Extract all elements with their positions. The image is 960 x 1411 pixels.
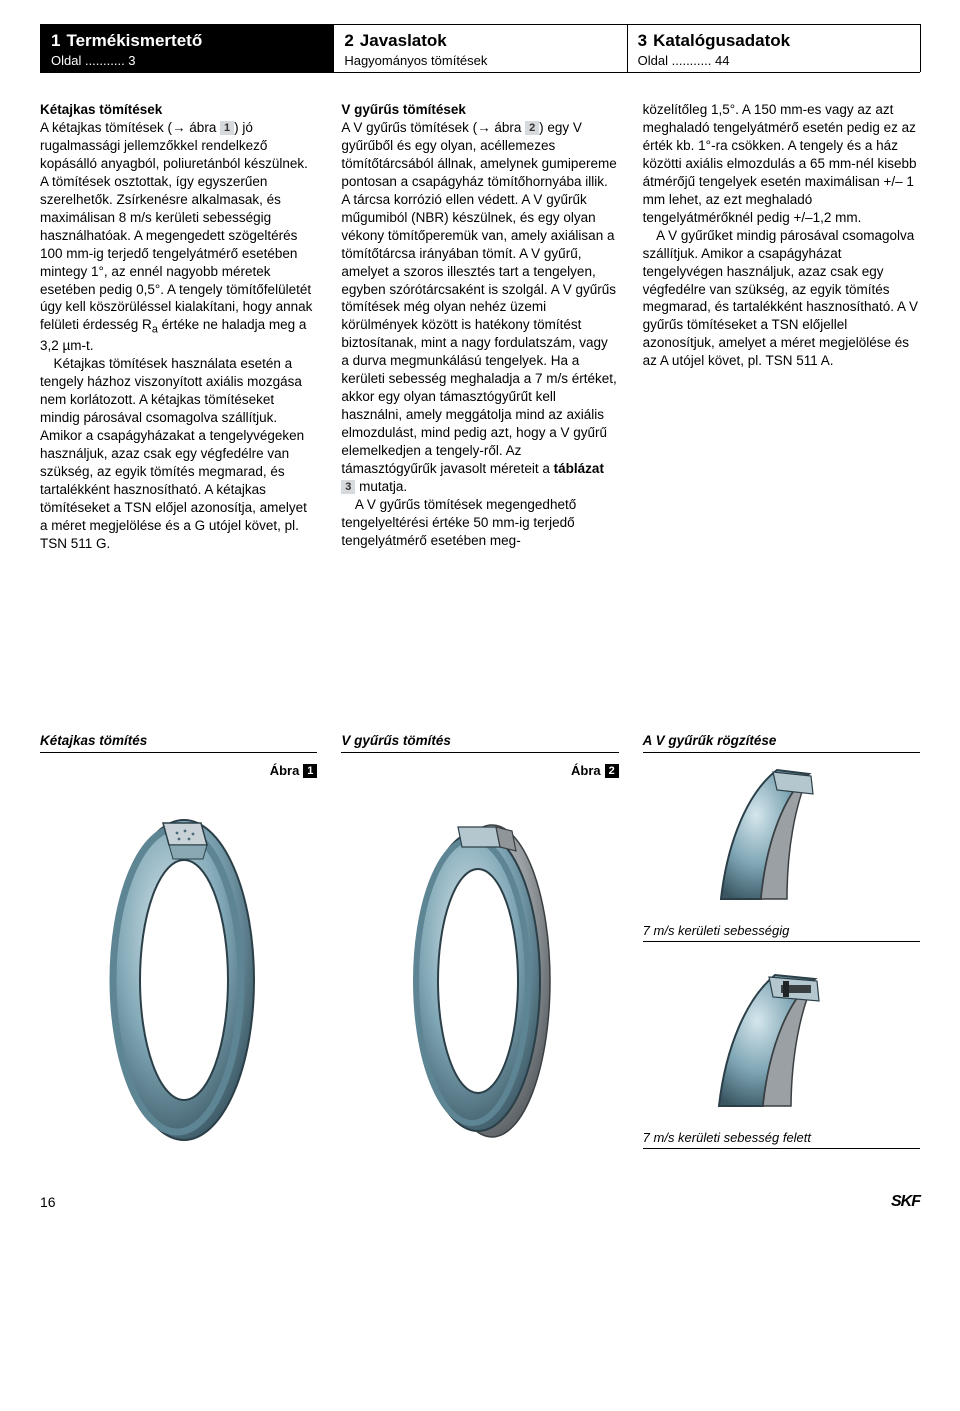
col1-p1b: ) jó rugalmassági jellemzőkkel rendelkez… <box>40 120 312 332</box>
column-2: V gyűrűs tömítések A V gyűrűs tömítések … <box>341 101 618 553</box>
tab-2: 2 Javaslatok Hagyományos tömítések <box>333 24 627 72</box>
col1-p1a: A kétajkas tömítések (→ ábra <box>40 120 220 135</box>
col2-p2: A V gyűrűs tömítések megengedhető tengel… <box>341 496 618 550</box>
col3-p2: A V gyűrűket mindig párosával csomagolva… <box>643 227 920 371</box>
figure-2: V gyűrűs tömítés Ábra 2 <box>341 733 618 1165</box>
col2-p1b: ) egy V gyűrűből és egy olyan, acéllemez… <box>341 120 616 476</box>
col1-p2: Kétajkas tömítések használata esetén a t… <box>40 355 317 552</box>
figure-1-image <box>40 785 317 1165</box>
col1-heading: Kétajkas tömítések <box>40 102 162 117</box>
tab-3-sub: Oldal ........... 44 <box>638 53 790 68</box>
tablazat-word: táblázat <box>554 461 604 476</box>
figure-2-title: V gyűrűs tömítés <box>341 733 618 753</box>
col2-p1a: A V gyűrűs tömítések (→ ábra <box>341 120 525 135</box>
ref-box-3: 3 <box>341 480 355 494</box>
vring-fix-2-icon <box>691 971 871 1111</box>
body-columns: Kétajkas tömítések A kétajkas tömítések … <box>40 101 920 553</box>
column-3: közelítőleg 1,5°. A 150 mm-es vagy az az… <box>643 101 920 553</box>
figure-2-num: 2 <box>605 764 619 778</box>
tab-2-title: Javaslatok <box>360 31 447 51</box>
skf-logo: SKF <box>891 1193 920 1211</box>
figure-3-image-2 <box>643 966 920 1116</box>
figure-1-num: 1 <box>303 764 317 778</box>
tab-1-num: 1 <box>51 31 60 51</box>
col3-p1: közelítőleg 1,5°. A 150 mm-es vagy az az… <box>643 102 917 225</box>
figures-row: Kétajkas tömítés Ábra1 <box>40 733 920 1165</box>
caption-1: 7 m/s kerületi sebességig <box>643 923 920 942</box>
tab-3-num: 3 <box>638 31 647 51</box>
abra-label-2: Ábra <box>571 763 601 778</box>
col2-p1c: mutatja. <box>355 479 407 494</box>
tab-3: 3 Katalógusadatok Oldal ........... 44 <box>627 24 921 72</box>
figure-3-title: A V gyűrűk rögzítése <box>643 733 920 753</box>
figure-1: Kétajkas tömítés Ábra1 <box>40 733 317 1165</box>
seal-ring-1-icon <box>99 805 259 1145</box>
seal-ring-2-icon <box>400 805 560 1145</box>
tabs: 1 Termékismertető Oldal ........... 3 2 … <box>40 24 920 73</box>
page-number: 16 <box>40 1194 56 1210</box>
ref-box-1: 1 <box>220 121 234 135</box>
tab-1: 1 Termékismertető Oldal ........... 3 <box>40 24 334 72</box>
tab-3-title: Katalógusadatok <box>653 31 790 51</box>
caption-2: 7 m/s kerületi sebesség felett <box>643 1130 920 1149</box>
tab-1-sub: Oldal ........... 3 <box>51 53 202 68</box>
figure-1-title: Kétajkas tömítés <box>40 733 317 753</box>
vring-fix-1-icon <box>691 764 871 904</box>
figure-2-image <box>341 785 618 1165</box>
ref-box-2: 2 <box>525 121 539 135</box>
tab-2-sub: Hagyományos tömítések <box>344 53 487 68</box>
figure-3-image-1 <box>643 759 920 909</box>
page-footer: 16 SKF <box>40 1193 920 1211</box>
tab-2-num: 2 <box>344 31 353 51</box>
figure-3: A V gyűrűk rögzítése 7 m/s kerületi <box>643 733 920 1165</box>
column-1: Kétajkas tömítések A kétajkas tömítések … <box>40 101 317 553</box>
tab-1-title: Termékismertető <box>66 31 202 51</box>
abra-label-1: Ábra <box>270 763 300 778</box>
col2-heading: V gyűrűs tömítések <box>341 102 466 117</box>
